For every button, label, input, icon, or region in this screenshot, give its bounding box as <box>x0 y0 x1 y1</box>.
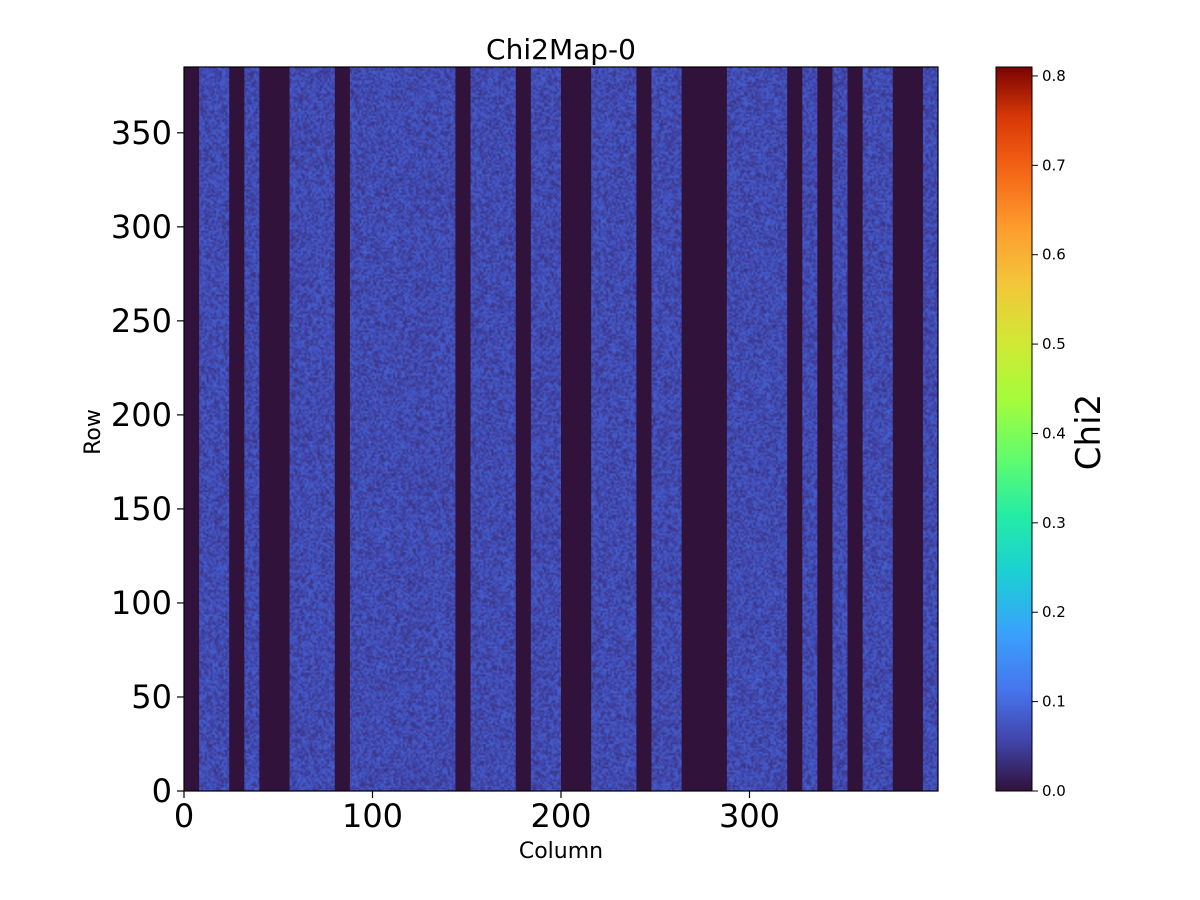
masked-column-band-10 <box>787 67 803 791</box>
y-tick-label: 100 <box>111 584 172 622</box>
y-tick-label: 0 <box>152 772 172 810</box>
x-axis: 0 100 200 300 <box>174 791 780 835</box>
masked-column-band-7 <box>561 67 592 791</box>
heatmap <box>184 67 938 791</box>
colorbar-tick-label: 0.3 <box>1042 514 1066 532</box>
masked-column-band-11 <box>817 67 833 791</box>
colorbar-tick-label: 0.1 <box>1042 693 1066 711</box>
y-tick-label: 300 <box>111 208 172 246</box>
masked-column-band-4 <box>334 67 350 791</box>
x-tick-label: 200 <box>530 797 591 835</box>
colorbar-tick-label: 0.7 <box>1042 156 1066 174</box>
colorbar-tick-label: 0.2 <box>1042 603 1066 621</box>
y-axis: 0 50 100 150 200 250 300 350 <box>111 114 184 810</box>
colorbar-axis: 0.0 0.1 0.2 0.3 0.4 0.5 0.6 0.7 0.8 <box>1032 67 1066 800</box>
masked-column-band-5 <box>455 67 471 791</box>
colorbar <box>995 66 1033 792</box>
x-tick-label: 300 <box>719 797 780 835</box>
masked-column-band-13 <box>892 67 923 791</box>
y-tick-label: 150 <box>111 490 172 528</box>
masked-column-band-3 <box>259 67 290 791</box>
x-axis-label: Column <box>519 839 603 864</box>
colorbar-label: Chi2 <box>1069 394 1109 470</box>
masked-column-band-9 <box>681 67 727 791</box>
y-tick-label: 200 <box>111 396 172 434</box>
colorbar-tick-label: 0.8 <box>1042 67 1066 85</box>
chart-title: Chi2Map-0 <box>486 33 636 66</box>
colorbar-tick-label: 0.6 <box>1042 246 1066 264</box>
y-axis-label: Row <box>81 409 106 455</box>
colorbar-tick-label: 0.4 <box>1042 424 1066 442</box>
y-tick-label: 250 <box>111 302 172 340</box>
x-tick-label: 0 <box>174 797 194 835</box>
colorbar-tick-label: 0.0 <box>1042 782 1066 800</box>
x-tick-label: 100 <box>342 797 403 835</box>
colorbar-tick-label: 0.5 <box>1042 335 1066 353</box>
masked-column-band-8 <box>636 67 652 791</box>
y-tick-label: 350 <box>111 114 172 152</box>
masked-column-band-12 <box>847 67 863 791</box>
masked-column-band-2 <box>229 67 245 791</box>
masked-column-band-1 <box>184 67 200 791</box>
y-tick-label: 50 <box>131 678 172 716</box>
masked-column-band-6 <box>515 67 531 791</box>
